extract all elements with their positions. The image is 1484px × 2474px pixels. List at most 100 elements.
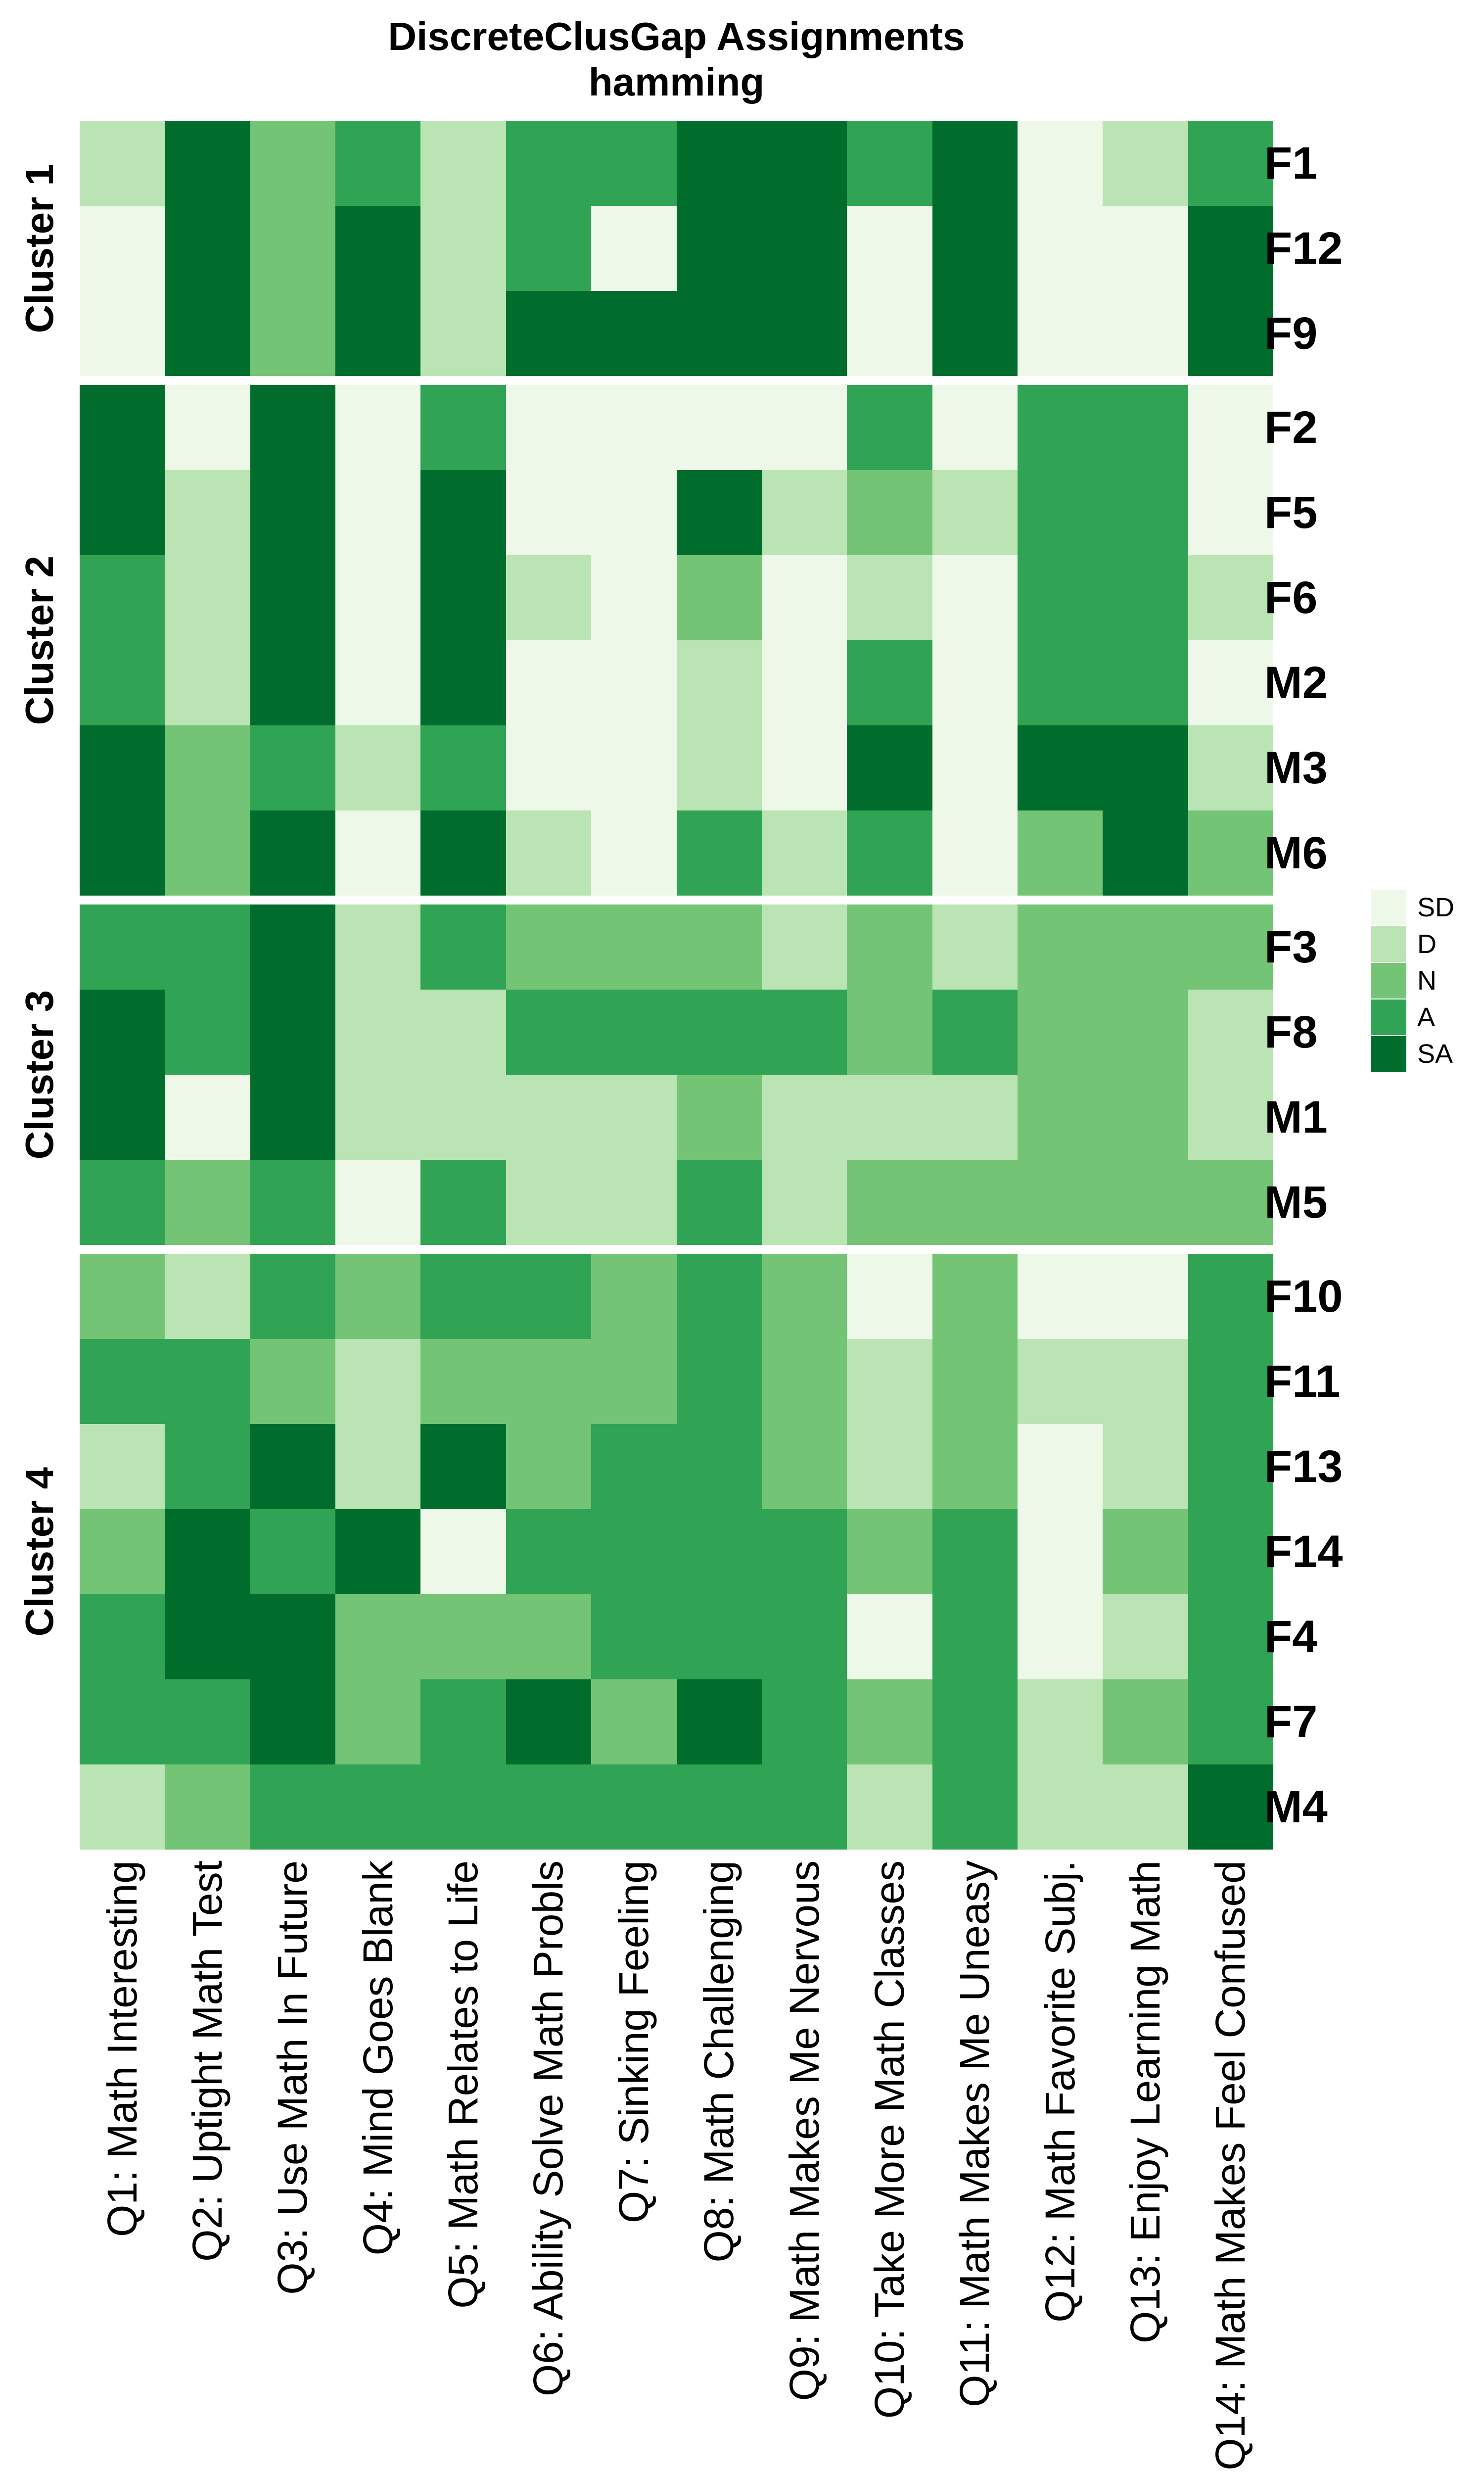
- cell-F10-Q3: [250, 1254, 336, 1339]
- cell-M1-Q3: [250, 1075, 336, 1160]
- cell-F13-Q7: [591, 1424, 677, 1509]
- cell-F6-Q7: [591, 555, 677, 640]
- cell-M6-Q6: [506, 810, 592, 896]
- cell-M5-Q2: [165, 1160, 250, 1245]
- cell-F8-Q14: [1188, 990, 1273, 1075]
- legend-swatch-N: [1371, 963, 1406, 999]
- row-label-F6: F6: [1264, 572, 1318, 623]
- legend-swatch-A: [1371, 999, 1406, 1035]
- col-label-box-q12: Q12: Math Favorite Subj.: [1018, 1860, 1103, 2474]
- cell-M2-Q10: [847, 640, 932, 725]
- cell-F9-Q10: [847, 291, 932, 376]
- cell-F1-Q1: [80, 121, 165, 206]
- cell-M2-Q6: [506, 640, 592, 725]
- cell-F3-Q12: [1017, 904, 1103, 990]
- cell-F13-Q1: [80, 1424, 165, 1509]
- cell-F7-Q3: [250, 1679, 336, 1764]
- cell-F4-Q6: [506, 1594, 592, 1679]
- cell-F4-Q1: [80, 1594, 165, 1679]
- cell-M1-Q7: [591, 1075, 677, 1160]
- cell-M6-Q1: [80, 810, 165, 896]
- cell-F7-Q11: [932, 1679, 1018, 1764]
- row-label-M5: M5: [1264, 1177, 1328, 1228]
- cell-F10-Q9: [761, 1254, 847, 1339]
- cell-F10-Q10: [847, 1254, 932, 1339]
- cell-F7-Q10: [847, 1679, 932, 1764]
- cell-M4-Q4: [335, 1764, 421, 1850]
- cell-M4-Q10: [847, 1764, 932, 1850]
- cell-F5-Q2: [165, 470, 250, 555]
- cell-F12-Q10: [847, 206, 932, 291]
- cell-F5-Q4: [335, 470, 421, 555]
- cell-M5-Q9: [761, 1160, 847, 1245]
- cell-F4-Q10: [847, 1594, 932, 1679]
- cell-M1-Q13: [1103, 1075, 1188, 1160]
- cell-F1-Q13: [1103, 121, 1188, 206]
- row-label-M6: M6: [1264, 827, 1328, 878]
- cell-M1-Q4: [335, 1075, 421, 1160]
- cell-M4-Q14: [1188, 1764, 1273, 1850]
- cell-F12-Q3: [250, 206, 336, 291]
- row-label-F5: F5: [1264, 487, 1318, 538]
- cell-F2-Q2: [165, 385, 250, 470]
- cell-M5-Q4: [335, 1160, 421, 1245]
- col-label-q10: Q10: Take More Math Classes: [866, 1860, 913, 2419]
- cell-M6-Q8: [676, 810, 762, 896]
- cell-M5-Q3: [250, 1160, 336, 1245]
- cell-F10-Q4: [335, 1254, 421, 1339]
- cell-F12-Q6: [506, 206, 592, 291]
- cell-M1-Q10: [847, 1075, 932, 1160]
- cell-M3-Q1: [80, 725, 165, 810]
- cell-F12-Q14: [1188, 206, 1273, 291]
- cell-F3-Q8: [676, 904, 762, 990]
- cell-F12-Q13: [1103, 206, 1188, 291]
- cell-M2-Q5: [420, 640, 506, 725]
- cell-F1-Q4: [335, 121, 421, 206]
- cell-F9-Q14: [1188, 291, 1273, 376]
- col-label-box-q5: Q5: Math Relates to Life: [420, 1860, 506, 2474]
- col-label-q5: Q5: Math Relates to Life: [440, 1860, 487, 2309]
- cluster-label-box-4: Cluster 4: [9, 1254, 70, 1850]
- legend-entry-SD: SD: [1371, 889, 1454, 926]
- cell-M6-Q11: [932, 810, 1018, 896]
- cell-F6-Q6: [506, 555, 592, 640]
- cell-F13-Q11: [932, 1424, 1018, 1509]
- cell-M1-Q8: [676, 1075, 762, 1160]
- cell-F9-Q8: [676, 291, 762, 376]
- cell-F5-Q10: [847, 470, 932, 555]
- cell-F11-Q6: [506, 1339, 592, 1424]
- cell-M4-Q6: [506, 1764, 592, 1850]
- cell-F4-Q8: [676, 1594, 762, 1679]
- cell-F3-Q10: [847, 904, 932, 990]
- cluster-label-box-2: Cluster 2: [9, 385, 70, 896]
- cluster-label-box-1: Cluster 1: [9, 121, 70, 376]
- cell-M1-Q1: [80, 1075, 165, 1160]
- cell-F14-Q6: [506, 1509, 592, 1594]
- cell-F6-Q8: [676, 555, 762, 640]
- chart-title-line2: hamming: [588, 60, 765, 104]
- cell-F5-Q6: [506, 470, 592, 555]
- cell-F14-Q7: [591, 1509, 677, 1594]
- cell-M4-Q8: [676, 1764, 762, 1850]
- cell-F1-Q2: [165, 121, 250, 206]
- cell-F10-Q5: [420, 1254, 506, 1339]
- cell-F5-Q9: [761, 470, 847, 555]
- cluster-label: Cluster 1: [17, 163, 61, 333]
- cell-F4-Q11: [932, 1594, 1018, 1679]
- cell-M6-Q5: [420, 810, 506, 896]
- cell-M2-Q9: [761, 640, 847, 725]
- cluster-block-1: [80, 121, 1273, 376]
- cell-F2-Q9: [761, 385, 847, 470]
- cell-F7-Q6: [506, 1679, 592, 1764]
- cell-F4-Q12: [1017, 1594, 1103, 1679]
- cell-F11-Q4: [335, 1339, 421, 1424]
- cell-F2-Q10: [847, 385, 932, 470]
- cell-F13-Q2: [165, 1424, 250, 1509]
- row-label-M4: M4: [1264, 1781, 1328, 1832]
- cell-M2-Q2: [165, 640, 250, 725]
- cell-F9-Q11: [932, 291, 1018, 376]
- cell-F14-Q1: [80, 1509, 165, 1594]
- cell-F3-Q13: [1103, 904, 1188, 990]
- cell-F8-Q5: [420, 990, 506, 1075]
- cell-F4-Q14: [1188, 1594, 1273, 1679]
